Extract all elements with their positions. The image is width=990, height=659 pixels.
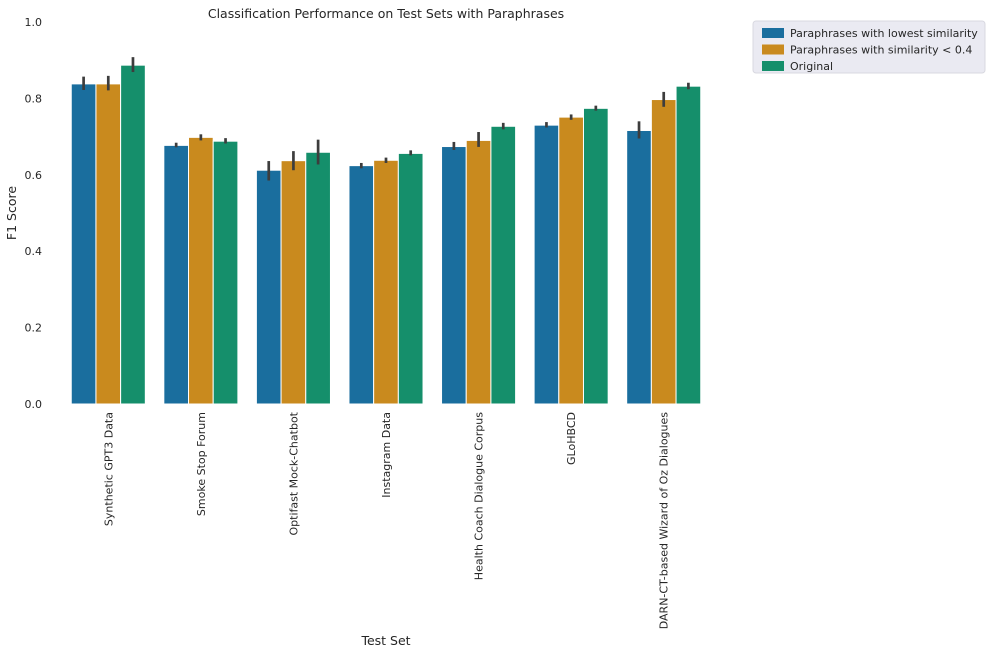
bar bbox=[650, 99, 677, 405]
x-tick-label: Synthetic GPT3 Data bbox=[102, 412, 115, 526]
bar bbox=[582, 107, 609, 405]
bars-layer bbox=[70, 64, 702, 405]
y-tick-label: 1.0 bbox=[25, 16, 43, 29]
bar bbox=[255, 169, 282, 405]
x-tick-label: Optifast Mock-Chatbot bbox=[287, 411, 300, 535]
y-tick-label: 0.0 bbox=[25, 398, 43, 411]
y-axis: 0.0 0.2 0.4 0.6 0.8 1.0 bbox=[25, 16, 43, 411]
legend-label: Original bbox=[790, 60, 833, 73]
x-tick-label: GLoHBCD bbox=[565, 412, 578, 465]
y-tick-label: 0.6 bbox=[25, 169, 43, 182]
bar bbox=[280, 160, 307, 405]
x-axis-label: Test Set bbox=[360, 633, 410, 648]
bar bbox=[626, 129, 652, 405]
bar bbox=[675, 85, 702, 405]
legend-label: Paraphrases with similarity < 0.4 bbox=[790, 44, 972, 57]
bar bbox=[188, 136, 214, 405]
bar bbox=[490, 125, 517, 405]
x-axis: Synthetic GPT3 Data Smoke Stop Forum Optif… bbox=[102, 411, 670, 629]
error-bars-layer bbox=[82, 57, 690, 181]
bar bbox=[533, 124, 560, 405]
bar bbox=[305, 151, 331, 405]
y-tick-label: 0.8 bbox=[25, 92, 43, 105]
bar bbox=[397, 152, 424, 405]
bar bbox=[70, 83, 97, 405]
bar bbox=[373, 159, 399, 405]
legend-swatch bbox=[762, 44, 784, 55]
bar bbox=[558, 116, 584, 405]
legend-swatch bbox=[762, 61, 784, 71]
bar bbox=[212, 140, 239, 405]
y-tick-label: 0.4 bbox=[25, 245, 43, 258]
y-tick-label: 0.2 bbox=[25, 322, 43, 335]
legend: Paraphrases with lowest similarity Paraph… bbox=[752, 20, 986, 74]
bar bbox=[163, 144, 190, 405]
x-tick-label: Instagram Data bbox=[380, 412, 393, 498]
bar bbox=[348, 165, 375, 405]
bar bbox=[465, 139, 492, 405]
bar bbox=[120, 64, 146, 405]
x-tick-label: Health Coach Dialogue Corpus bbox=[473, 412, 486, 580]
bar bbox=[441, 146, 467, 405]
legend-swatch bbox=[762, 28, 784, 38]
x-tick-label: Smoke Stop Forum bbox=[195, 412, 208, 516]
legend-frame bbox=[752, 20, 986, 74]
x-tick-label: DARN-CT-based Wizard of Oz Dialogues bbox=[658, 412, 671, 630]
y-axis-label: F1 Score bbox=[4, 186, 19, 240]
legend-label: Paraphrases with lowest similarity bbox=[790, 27, 978, 40]
bar bbox=[95, 83, 122, 405]
chart-title: Classification Performance on Test Sets … bbox=[208, 6, 564, 21]
